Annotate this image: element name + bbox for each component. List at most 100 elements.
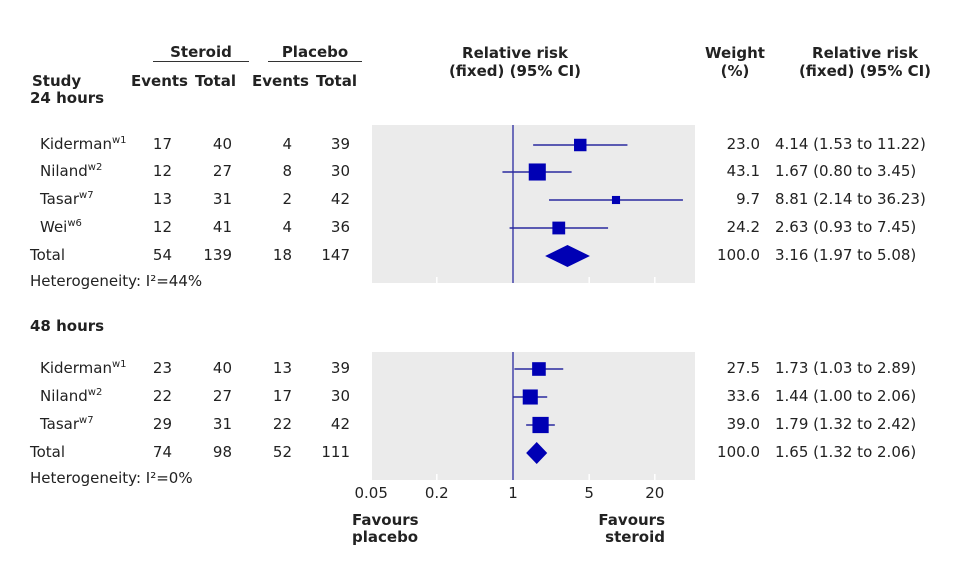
rr-ci-text: 1.79 (1.32 to 2.42) bbox=[775, 415, 917, 433]
study-label: Kidermanw1 bbox=[40, 359, 127, 377]
placebo-total: 36 bbox=[330, 218, 350, 236]
study-name: Niland bbox=[40, 162, 88, 180]
reference-superscript: w7 bbox=[79, 415, 94, 426]
weight-value: 24.2 bbox=[726, 218, 760, 236]
x-tick-label: 0.2 bbox=[424, 484, 449, 502]
reference-superscript: w6 bbox=[67, 218, 82, 229]
favours-placebo-label: Favours placebo bbox=[352, 511, 419, 546]
steroid-events: 22 bbox=[152, 387, 172, 405]
weight-value: 9.7 bbox=[736, 190, 760, 208]
study-label: Tasarw7 bbox=[40, 190, 94, 208]
weight-value: 39.0 bbox=[726, 415, 760, 433]
placebo-total: 42 bbox=[330, 415, 350, 433]
heterogeneity-text: Heterogeneity: I²=0% bbox=[30, 469, 193, 487]
reference-superscript: w2 bbox=[87, 162, 103, 173]
placebo-total: 147 bbox=[321, 246, 350, 264]
placebo-events-header: Events bbox=[252, 72, 309, 90]
weight-value: 23.0 bbox=[726, 135, 760, 153]
study-marker bbox=[611, 195, 621, 205]
steroid-total: 41 bbox=[212, 218, 232, 236]
weight-value: 27.5 bbox=[726, 359, 760, 377]
placebo-events: 13 bbox=[272, 359, 292, 377]
x-tick-label: 0.05 bbox=[354, 484, 388, 502]
study-label: Weiw6 bbox=[40, 218, 82, 236]
study-name: Wei bbox=[40, 218, 68, 236]
weight-value: 100.0 bbox=[717, 443, 760, 461]
pooled-diamond bbox=[545, 245, 590, 267]
rr-ci-text: 1.67 (0.80 to 3.45) bbox=[775, 162, 917, 180]
group-title: 48 hours bbox=[30, 317, 105, 335]
placebo-header: Placebo bbox=[268, 43, 362, 62]
placebo-events: 8 bbox=[282, 162, 292, 180]
rr-ci-text: 3.16 (1.97 to 5.08) bbox=[775, 246, 917, 264]
placebo-events: 4 bbox=[282, 218, 292, 236]
plot-panel bbox=[372, 125, 695, 283]
steroid-total: 27 bbox=[212, 162, 232, 180]
steroid-total: 31 bbox=[212, 190, 232, 208]
total-label: Total bbox=[30, 443, 66, 461]
study-name: Kiderman bbox=[40, 135, 112, 153]
steroid-total: 27 bbox=[212, 387, 232, 405]
weight-header: Weight (%) bbox=[705, 44, 765, 80]
study-marker bbox=[522, 389, 538, 405]
study-label: Tasarw7 bbox=[40, 415, 94, 433]
steroid-total-header: Total bbox=[195, 72, 236, 90]
x-tick-label: 5 bbox=[584, 484, 594, 502]
placebo-events: 2 bbox=[282, 190, 292, 208]
placebo-total-header: Total bbox=[316, 72, 357, 90]
study-marker bbox=[528, 163, 546, 181]
study-label: Nilandw2 bbox=[40, 387, 102, 405]
placebo-total: 39 bbox=[330, 135, 350, 153]
steroid-events: 29 bbox=[152, 415, 172, 433]
steroid-total: 31 bbox=[212, 415, 232, 433]
weight-value: 100.0 bbox=[717, 246, 760, 264]
steroid-events: 23 bbox=[152, 359, 172, 377]
steroid-total: 40 bbox=[212, 359, 232, 377]
placebo-events: 18 bbox=[272, 246, 292, 264]
heterogeneity-text: Heterogeneity: I²=44% bbox=[30, 272, 203, 290]
steroid-total: 139 bbox=[203, 246, 232, 264]
steroid-events: 13 bbox=[152, 190, 172, 208]
favours-steroid-label: Favours steroid bbox=[598, 511, 665, 546]
placebo-total: 111 bbox=[321, 443, 350, 461]
rr-ci-text: 8.81 (2.14 to 36.23) bbox=[775, 190, 926, 208]
steroid-events: 17 bbox=[152, 135, 172, 153]
rr-ci-text: 1.65 (1.32 to 2.06) bbox=[775, 443, 917, 461]
study-label: Nilandw2 bbox=[40, 162, 102, 180]
rr-ci-text: 2.63 (0.93 to 7.45) bbox=[775, 218, 917, 236]
placebo-events: 17 bbox=[272, 387, 292, 405]
study-name: Tasar bbox=[40, 415, 80, 433]
reference-superscript: w7 bbox=[79, 190, 94, 201]
reference-superscript: w2 bbox=[87, 387, 103, 398]
weight-value: 43.1 bbox=[726, 162, 760, 180]
placebo-total: 42 bbox=[330, 190, 350, 208]
steroid-total: 40 bbox=[212, 135, 232, 153]
placebo-total: 39 bbox=[330, 359, 350, 377]
reference-superscript: w1 bbox=[111, 359, 127, 370]
rr-ci-text: 4.14 (1.53 to 11.22) bbox=[775, 135, 926, 153]
placebo-total: 30 bbox=[330, 162, 350, 180]
steroid-events: 12 bbox=[152, 218, 172, 236]
weight-value: 33.6 bbox=[726, 387, 760, 405]
study-marker bbox=[574, 138, 587, 152]
rr-ci-text: 1.73 (1.03 to 2.89) bbox=[775, 359, 917, 377]
reference-superscript: w1 bbox=[111, 135, 127, 146]
study-header: Study bbox=[32, 72, 82, 90]
study-name: Niland bbox=[40, 387, 88, 405]
study-marker bbox=[532, 362, 546, 376]
total-label: Total bbox=[30, 246, 66, 264]
study-marker bbox=[552, 221, 566, 235]
steroid-events: 54 bbox=[152, 246, 172, 264]
group-title: 24 hours bbox=[30, 89, 105, 107]
study-name: Tasar bbox=[40, 190, 80, 208]
placebo-total: 30 bbox=[330, 387, 350, 405]
rr-ci-text: 1.44 (1.00 to 2.06) bbox=[775, 387, 917, 405]
steroid-total: 98 bbox=[212, 443, 232, 461]
steroid-events: 74 bbox=[152, 443, 172, 461]
placebo-events: 22 bbox=[272, 415, 292, 433]
steroid-header: Steroid bbox=[153, 43, 249, 62]
steroid-events: 12 bbox=[152, 162, 172, 180]
rr-text-header: Relative risk (fixed) (95% CI) bbox=[798, 44, 932, 80]
pooled-diamond bbox=[526, 442, 548, 464]
